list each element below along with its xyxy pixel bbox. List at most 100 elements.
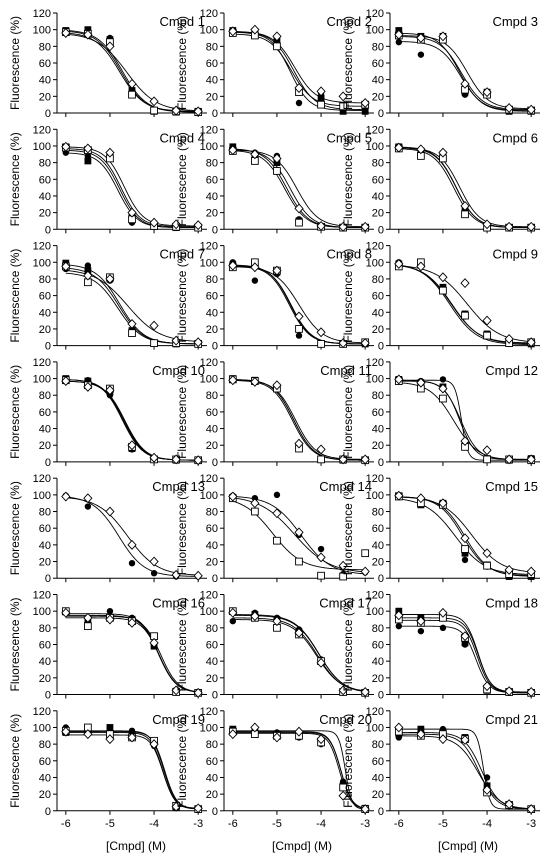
data-point [438, 31, 448, 42]
y-tick-label: 60 [372, 58, 384, 70]
y-tick-label: 20 [206, 557, 218, 569]
data-point [149, 320, 159, 331]
data-point [316, 552, 326, 563]
data-point [461, 556, 469, 564]
y-tick-label: 120 [33, 357, 51, 369]
y-tick-label: 40 [372, 75, 384, 87]
data-point [295, 99, 303, 107]
data-point [482, 315, 492, 326]
data-point [250, 722, 260, 733]
data-point [360, 454, 370, 465]
data-point [272, 616, 282, 627]
y-tick-label: 80 [372, 158, 384, 170]
data-point [294, 627, 304, 638]
x-tick-label: -4 [149, 818, 159, 830]
data-point [61, 28, 71, 38]
data-point [294, 726, 304, 737]
y-tick-label: 80 [39, 623, 51, 635]
y-tick-label: 60 [39, 58, 51, 70]
y-tick-label: 80 [39, 158, 51, 170]
data-point [171, 685, 181, 696]
data-point [171, 569, 181, 580]
y-tick-label: 60 [39, 523, 51, 535]
y-tick-label: 120 [200, 590, 218, 602]
y-tick-label: 100 [366, 141, 384, 153]
data-point [504, 686, 514, 697]
y-tick-label: 60 [372, 756, 384, 768]
y-tick-label: 120 [33, 706, 51, 718]
fit-curve [398, 265, 532, 345]
data-point [193, 337, 203, 348]
y-tick-label: 80 [39, 390, 51, 402]
data-point [128, 87, 136, 94]
panel-title: Cmpd 15 [485, 479, 538, 494]
y-tick-label: 100 [200, 257, 218, 269]
data-point [526, 687, 536, 697]
data-point [61, 376, 71, 387]
y-tick-label: 0 [378, 341, 384, 353]
panel-title: Cmpd 9 [492, 247, 538, 262]
data-point [150, 339, 158, 347]
data-point [482, 548, 492, 559]
data-point [360, 98, 370, 108]
data-point [61, 607, 71, 618]
x-axis-label-col-3: [Cmpd] (M) [438, 839, 498, 853]
data-point [61, 726, 71, 737]
data-point [417, 725, 425, 733]
data-point [250, 498, 260, 509]
data-point [105, 506, 115, 517]
data-point [361, 549, 370, 558]
data-point [83, 270, 93, 281]
data-point [105, 385, 115, 396]
chart-panel: 0 20 40 60 80 100 120 Cmpd 14 [200, 473, 374, 585]
y-tick-label: 60 [39, 174, 51, 186]
data-point [61, 141, 71, 152]
y-tick-label: 100 [200, 490, 218, 502]
data-point [128, 329, 136, 337]
y-tick-label: 60 [206, 174, 218, 186]
y-tick-label: 100 [33, 722, 51, 734]
data-point [84, 622, 92, 631]
chart-panel: 0 20 40 60 80 100 120 Cmpd 5 [200, 124, 374, 236]
data-point [171, 454, 181, 465]
chart-panel: 0 20 40 60 80 100 120 Cmpd 9 [366, 241, 540, 353]
data-point [193, 803, 203, 814]
y-axis-label: Fluorescence (%) [341, 481, 355, 575]
data-point [439, 286, 447, 295]
y-tick-label: 80 [372, 507, 384, 519]
y-tick-label: 100 [200, 141, 218, 153]
data-point [272, 31, 282, 42]
y-axis-label: Fluorescence (%) [175, 16, 189, 110]
y-tick-label: 80 [206, 41, 218, 53]
data-point [149, 637, 159, 648]
chart-panel: 0 20 40 60 80 100 120 Cmpd 6 [366, 124, 540, 236]
chart-panel: 0 20 40 60 80 100 120 Cmpd 17 [200, 590, 374, 702]
data-point [339, 102, 347, 111]
y-tick-label: 120 [33, 590, 51, 602]
data-point [504, 221, 514, 232]
data-point [461, 545, 469, 553]
y-tick-label: 60 [206, 756, 218, 768]
data-point [272, 153, 282, 164]
y-tick-label: 100 [366, 606, 384, 618]
data-point [338, 560, 348, 571]
y-axis-label: Fluorescence (%) [8, 132, 22, 226]
data-point [504, 103, 514, 113]
data-point [150, 570, 158, 577]
y-tick-label: 20 [39, 789, 51, 801]
y-tick-label: 20 [372, 324, 384, 336]
data-point [106, 607, 114, 615]
data-point [105, 273, 115, 284]
data-point [273, 42, 281, 51]
y-tick-label: 80 [372, 274, 384, 286]
data-point [316, 86, 326, 97]
y-tick-label: 20 [39, 557, 51, 569]
data-point [193, 106, 203, 117]
data-point [460, 78, 470, 89]
y-tick-label: 0 [212, 341, 218, 353]
data-point [360, 566, 370, 577]
chart-panel: 0 20 40 60 80 100 120 Cmpd 1 [33, 8, 207, 120]
data-point [84, 262, 92, 269]
y-tick-label: 120 [33, 241, 51, 253]
y-tick-label: 120 [366, 241, 384, 253]
